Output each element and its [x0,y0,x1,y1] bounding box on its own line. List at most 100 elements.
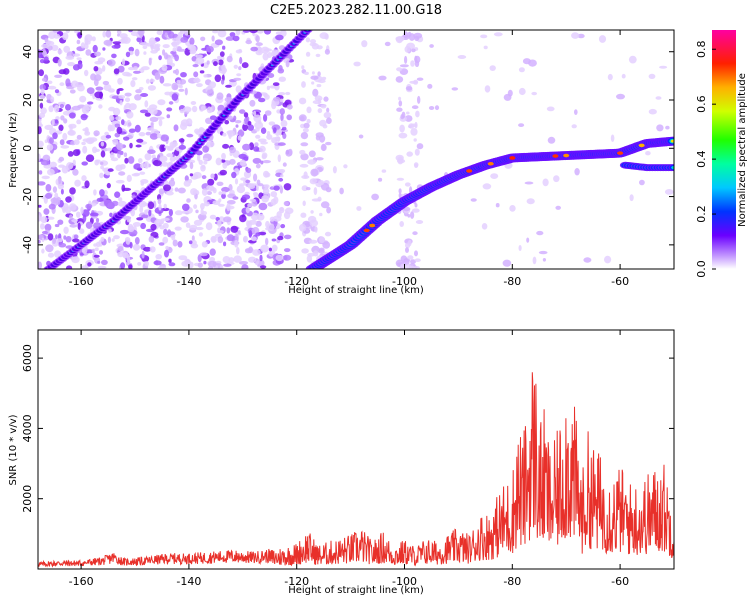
heatmap-cell [268,247,272,252]
heatmap-cell [121,58,126,66]
heatmap-cell [197,213,207,221]
heatmap-cell [168,31,175,39]
heatmap-cell [227,130,236,137]
heatmap-cell [166,153,174,158]
heatmap-cell [178,79,187,85]
heatmap-cell [40,107,47,115]
heatmap-cell [158,55,162,61]
heatmap-cell [65,236,72,243]
heatmap-cell [616,93,625,100]
heatmap-cell [381,169,387,173]
heatmap-cell [271,244,278,252]
heatmap-cell [229,32,236,37]
heatmap-cell [259,265,267,269]
top-x-tick-label: -140 [176,275,201,288]
heatmap-cell [147,127,155,131]
heatmap-cell [656,124,664,132]
heatmap-cell [413,138,417,142]
heatmap-cell [221,186,230,193]
heatmap-cell [395,76,404,83]
heatmap-cell [188,261,194,269]
heatmap-cell [38,239,41,244]
heatmap-cell [253,114,262,123]
heatmap-cell [339,187,344,195]
heatmap-cell [168,258,172,263]
heatmap-cell [371,193,379,201]
heatmap-cell [47,233,54,241]
heatmap-cell [197,262,203,268]
heatmap-cell [94,60,104,65]
heatmap-cell [69,187,76,195]
heatmap-cell [233,255,242,263]
heatmap-cell [144,261,149,267]
heatmap-cell [170,42,180,46]
heatmap-cell [281,126,287,131]
heatmap-cell [117,65,125,73]
heatmap-cell [93,189,97,196]
heatmap-cell [495,203,500,208]
heatmap-cell [148,235,155,243]
heatmap-cell [162,236,169,244]
heatmap-cell [639,179,645,186]
heatmap-cell [493,32,503,37]
heatmap-cell [308,239,318,244]
heatmap-cell [268,121,276,126]
heatmap-cell [94,74,102,82]
heatmap-cell [245,39,252,45]
heatmap-cell [67,62,75,67]
colorbar: 0.0 0.2 0.4 0.6 0.8 Normalized spectral ampl… [695,30,748,278]
heatmap-cell [417,95,421,104]
heatmap-cell [178,88,185,92]
heatmap-cell [404,115,413,122]
heatmap-cell [221,64,226,72]
heatmap-cell [298,97,307,105]
heatmap-cell [81,175,87,182]
colorbar-tick-label: 0.0 [695,260,708,278]
heatmap-cell [38,140,44,148]
heatmap-cell [85,49,92,56]
top-x-axis-label: Height of straight line (km) [288,285,424,296]
heatmap-cell [266,85,270,91]
heatmap-cell [332,166,337,174]
heatmap-cell [166,57,173,66]
heatmap-cell [216,55,222,60]
heatmap-cell [128,128,136,133]
heatmap-cell [206,46,214,53]
heatmap-cell [169,156,176,162]
heatmap-cell [378,75,387,81]
heatmap-cell [316,84,322,88]
heatmap-cell [165,191,174,196]
heatmap-cell [203,201,210,207]
heatmap-cell [457,55,467,59]
heatmap-cell [242,143,251,151]
heatmap-cell [470,198,477,202]
heatmap-cell [209,115,217,120]
heatmap-cell [67,129,76,136]
heatmap-cell [225,84,232,88]
heatmap-cell [148,57,152,66]
top-y-tick-label: 0 [21,145,34,152]
heatmap-cell [410,123,418,128]
top-x-axis: -160 -140 -120 -100 -80 -60 [69,30,629,288]
heatmap-cell [226,234,235,242]
heatmap-cell [262,160,272,164]
heatmap-cell [248,219,257,225]
heatmap-cell [143,51,147,55]
heatmap-cell [117,251,125,258]
top-x-tick-label: -80 [503,275,521,288]
heatmap-cell [176,79,181,85]
heatmap-cell [312,88,319,97]
heatmap-cell [238,48,242,53]
heatmap-cell [315,132,324,138]
trace-peak [638,143,645,148]
heatmap-cell [310,75,319,80]
heatmap-cell [262,187,270,195]
heatmap-cell [144,112,151,117]
heatmap-cell [158,242,165,246]
heatmap-cell [323,111,332,119]
heatmap-cell [116,88,120,95]
top-y-tick-label: -20 [21,188,34,206]
heatmap-cell [132,222,141,227]
heatmap-cell [241,62,249,69]
heatmap-cell [247,124,254,131]
